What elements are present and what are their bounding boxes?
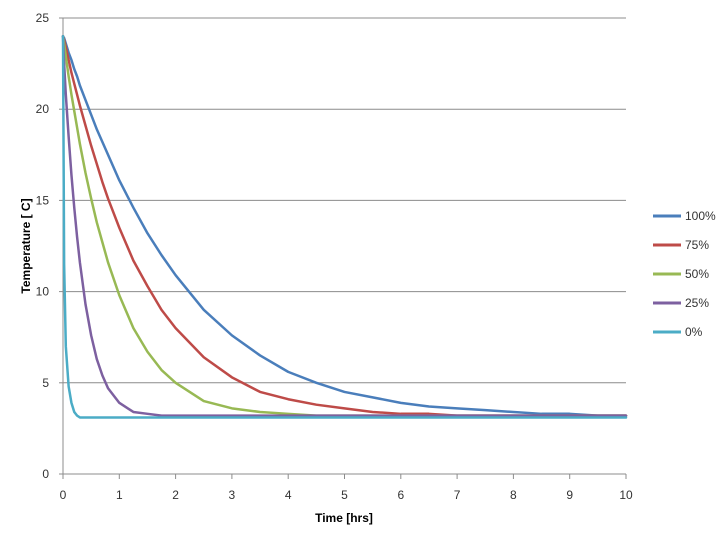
- series-line-4: [61, 34, 628, 419]
- axes: [62, 18, 626, 475]
- legend-label-4: 0%: [685, 325, 703, 339]
- legend-label-1: 75%: [685, 238, 709, 252]
- series-lines: [61, 34, 628, 419]
- x-axis-label: Time [hrs]: [315, 511, 373, 525]
- x-tick-label-1: 1: [116, 488, 123, 502]
- x-tick-label-8: 8: [510, 488, 517, 502]
- y-tick-label-5: 25: [36, 11, 50, 25]
- x-tick-label-6: 6: [397, 488, 404, 502]
- x-tick-label-4: 4: [285, 488, 292, 502]
- legend-label-3: 25%: [685, 296, 709, 310]
- x-tick-label-0: 0: [60, 488, 67, 502]
- x-tick-label-7: 7: [454, 488, 461, 502]
- y-tick-label-0: 0: [42, 467, 49, 481]
- y-axis-label: Temperature [ C]: [19, 198, 33, 293]
- gridlines: [63, 17, 626, 384]
- x-tick-label-5: 5: [341, 488, 348, 502]
- y-tick-label-2: 10: [36, 285, 50, 299]
- series-line-0: [61, 34, 628, 417]
- legend-label-0: 100%: [685, 209, 716, 223]
- y-axis-ticks: 0 5 10 15 20 25: [36, 11, 63, 481]
- x-tick-label-3: 3: [229, 488, 236, 502]
- y-tick-label-4: 20: [36, 102, 50, 116]
- series-line-1: [61, 34, 628, 417]
- x-tick-label-9: 9: [566, 488, 573, 502]
- series-line-2: [61, 34, 628, 417]
- x-tick-label-2: 2: [172, 488, 179, 502]
- y-tick-label-3: 15: [36, 193, 50, 207]
- y-tick-label-1: 5: [42, 376, 49, 390]
- legend: 100% 75% 50% 25% 0%: [653, 209, 716, 339]
- series-line-3: [61, 34, 628, 417]
- legend-label-2: 50%: [685, 267, 709, 281]
- x-tick-label-10: 10: [619, 488, 633, 502]
- x-axis-ticks: 0 1 2 3 4 5 6 7 8 9 10: [60, 474, 633, 502]
